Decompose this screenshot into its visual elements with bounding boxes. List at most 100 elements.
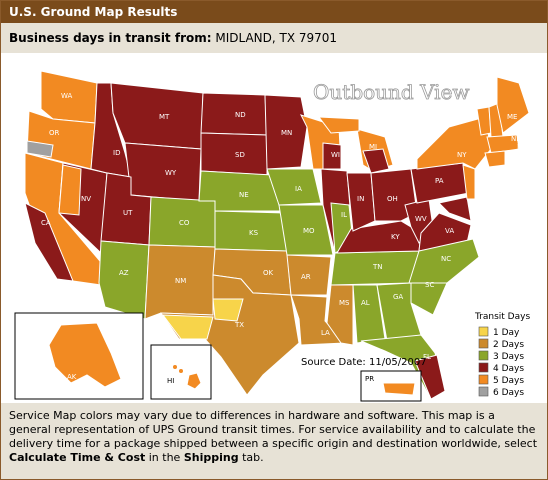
state-mn — [264, 94, 308, 170]
svg-text:CA: CA — [41, 219, 51, 227]
legend-swatch-3 — [478, 350, 489, 361]
state-ia — [266, 168, 322, 206]
svg-text:OK: OK — [263, 269, 274, 277]
state-labels: WA OR CA NV ID MT WY UT AZ NM CO ND SD N… — [41, 92, 528, 361]
svg-text:NV: NV — [81, 195, 91, 203]
svg-text:PA: PA — [435, 177, 444, 185]
legend-swatch-4 — [478, 362, 489, 373]
svg-text:MI: MI — [369, 143, 377, 151]
footer-notice: Service Map colors may vary due to diffe… — [1, 403, 547, 479]
svg-text:WY: WY — [165, 169, 177, 177]
panel-header: U.S. Ground Map Results — [1, 1, 547, 23]
svg-text:IL: IL — [341, 211, 347, 219]
svg-text:OR: OR — [49, 129, 60, 137]
svg-text:OH: OH — [387, 195, 398, 203]
svg-text:LA: LA — [321, 329, 330, 337]
svg-text:ME: ME — [507, 113, 517, 121]
footer-text-2: in the — [145, 451, 184, 464]
svg-text:HI: HI — [167, 377, 174, 385]
state-me — [496, 76, 530, 134]
svg-text:SD: SD — [235, 151, 245, 159]
svg-text:NJ: NJ — [479, 181, 486, 189]
hawaii-island-2 — [179, 369, 183, 373]
state-az — [98, 240, 150, 320]
legend-label-1: 1 Day — [493, 328, 520, 338]
svg-text:AZ: AZ — [119, 269, 129, 277]
state-ar — [286, 254, 332, 296]
origin-bar: Business days in transit from: MIDLAND, … — [1, 23, 547, 53]
legend-swatch-6 — [478, 386, 489, 397]
map-view-label: Outbound View — [313, 80, 470, 104]
legend-label-4: 4 Days — [493, 364, 524, 374]
source-date: Source Date: 11/05/2007 — [301, 357, 427, 368]
svg-text:VT: VT — [479, 99, 489, 107]
us-transit-map-svg: Outbound View — [14, 70, 530, 402]
panel-title: U.S. Ground Map Results — [9, 5, 178, 19]
svg-text:RI: RI — [511, 159, 518, 167]
svg-text:MN: MN — [281, 129, 292, 137]
region-6day-or — [26, 140, 54, 158]
region-1day-tx-central — [212, 298, 244, 322]
svg-text:VA: VA — [445, 227, 454, 235]
origin-value: MIDLAND, TX 79701 — [215, 31, 338, 45]
svg-text:NC: NC — [441, 255, 451, 263]
shipping-tab-link[interactable]: Shipping — [183, 451, 239, 464]
svg-text:KS: KS — [249, 229, 259, 237]
svg-text:MS: MS — [339, 299, 350, 307]
state-ga — [376, 282, 422, 342]
svg-text:NH: NH — [511, 135, 522, 143]
state-ma — [486, 134, 520, 154]
region-4day-fl — [414, 354, 446, 400]
region-5day-nv — [58, 164, 82, 216]
state-mt — [110, 82, 204, 150]
origin-label: Business days in transit from: — [9, 31, 212, 45]
region-1day-tx-west — [161, 314, 214, 340]
svg-text:MO: MO — [303, 227, 315, 235]
svg-text:ID: ID — [113, 149, 120, 157]
transit-legend: Transit Days 1 Day 2 Days 3 Days 4 Days 5 Da… — [474, 312, 530, 398]
territory-pr — [382, 382, 416, 396]
svg-text:TN: TN — [372, 263, 383, 271]
svg-text:SC: SC — [425, 281, 434, 289]
svg-text:CO: CO — [179, 219, 190, 227]
region-4day-mi — [362, 148, 390, 174]
state-mo — [278, 204, 334, 256]
legend-swatch-2 — [478, 338, 489, 349]
footer-text-3: tab. — [238, 451, 264, 464]
svg-text:AR: AR — [301, 273, 311, 281]
legend-label-6: 6 Days — [493, 388, 524, 398]
state-nj — [462, 164, 476, 200]
svg-text:GA: GA — [393, 293, 403, 301]
svg-text:MT: MT — [159, 113, 170, 121]
svg-text:AL: AL — [361, 299, 370, 307]
svg-text:MA: MA — [517, 143, 528, 151]
svg-text:WA: WA — [61, 92, 73, 100]
legend-title: Transit Days — [474, 312, 530, 322]
state-va — [418, 212, 472, 252]
svg-text:NE: NE — [239, 191, 249, 199]
svg-text:DE: DE — [481, 197, 491, 205]
state-tx — [160, 274, 300, 396]
transit-map: Outbound View — [1, 53, 547, 403]
state-mi-up — [317, 116, 360, 134]
legend-label-5: 5 Days — [493, 376, 524, 386]
legend-swatch-1 — [478, 326, 489, 337]
legend-label-2: 2 Days — [493, 340, 524, 350]
footer-text-1: Service Map colors may vary due to diffe… — [9, 409, 538, 450]
state-hi — [186, 372, 202, 390]
state-ct — [484, 150, 506, 168]
svg-text:WI: WI — [331, 151, 340, 159]
region-4day-ca — [24, 202, 74, 282]
legend-label-3: 3 Days — [493, 352, 524, 362]
state-nc — [408, 238, 480, 284]
svg-text:TX: TX — [234, 321, 244, 329]
svg-text:KY: KY — [391, 233, 400, 241]
calculate-time-cost-link[interactable]: Calculate Time & Cost — [9, 451, 146, 464]
svg-text:NM: NM — [175, 277, 186, 285]
state-sd — [200, 132, 268, 176]
state-wy — [124, 142, 202, 202]
svg-text:NY: NY — [457, 151, 467, 159]
svg-text:FL: FL — [423, 353, 431, 361]
svg-text:ND: ND — [235, 111, 246, 119]
